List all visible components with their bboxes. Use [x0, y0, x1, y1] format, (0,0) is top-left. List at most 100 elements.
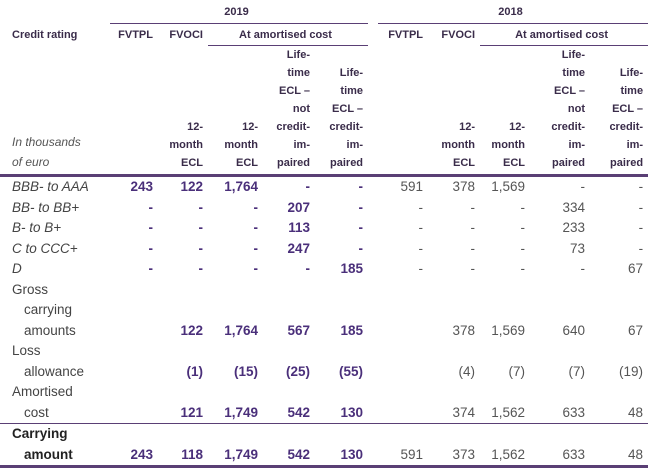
row-label: C to CCC+ — [0, 239, 110, 260]
value-cell-2018: - — [470, 220, 476, 235]
value-cell-2019: 247 — [287, 240, 310, 256]
row-label-line: Loss — [12, 343, 41, 358]
value-cell-2018: 67 — [628, 261, 644, 276]
value-cell-2018: (7) — [568, 363, 586, 379]
value-cell-2019: - — [305, 261, 311, 276]
value-cell-2019: 1,764 — [224, 322, 258, 338]
value-cell-2018 — [378, 382, 428, 424]
value-cell-2018: 591 — [378, 423, 429, 468]
value-cell-2018: (19) — [619, 363, 644, 379]
value-cell-2018: 1,569 — [491, 322, 526, 338]
value-cell-2018: - — [520, 199, 526, 215]
row-label-line: B- to B+ — [12, 220, 62, 235]
total-row: Carrying amount 243 118 1,749 542 130 591 373 1,5… — [0, 423, 649, 468]
value-cell-2018: - — [470, 199, 476, 215]
value-cell-2018: 233 — [562, 220, 586, 235]
value-cell-2018: - — [470, 261, 476, 276]
value-cell-2018: (7) — [508, 363, 526, 379]
value-cell-2018: - — [470, 240, 476, 256]
table-row: D - - - - 185 - - - - 67 — [0, 259, 648, 280]
value-cell-2019: 542 — [263, 423, 315, 468]
value-cell-2019: - — [148, 199, 154, 215]
value-cell-2018: - — [638, 240, 644, 256]
lifetime-not-header: Life-time ECL – not credit-im-paired — [263, 45, 315, 177]
row-label-line: BBB- to AAA — [12, 179, 89, 194]
value-cell-2018: 1,562 — [491, 404, 526, 420]
row-label: Loss allowance — [0, 341, 110, 382]
value-cell-2018: - — [520, 220, 526, 235]
value-cell-2019: 1,764 — [224, 179, 258, 194]
fvtpl-2019-header: FVTPL — [118, 28, 153, 41]
year-2019-header: 2019 — [110, 0, 369, 24]
value-cell-2018: 67 — [628, 322, 644, 338]
row-label: D — [0, 259, 110, 280]
row-label: Amortised cost — [0, 382, 110, 424]
value-cell-2019: - — [148, 261, 154, 276]
value-cell-2018: 633 — [562, 404, 586, 420]
value-cell-2018 — [378, 280, 428, 342]
value-cell-2019: 1,749 — [208, 423, 263, 468]
value-cell-2019: - — [253, 240, 259, 256]
row-label: B- to B+ — [0, 218, 110, 239]
amortised-2018-header: At amortised cost — [480, 23, 649, 46]
value-cell-2019 — [110, 341, 158, 382]
value-cell-2019: - — [198, 199, 204, 215]
value-cell-2019: 207 — [287, 199, 310, 215]
value-cell-2019: 567 — [287, 322, 310, 338]
twelve-month-header: 12- month ECL — [480, 45, 531, 177]
fvoci-12-month-ecl-header: 12- month ECL — [428, 45, 481, 177]
row-label: BBB- to AAA — [0, 176, 110, 198]
value-cell-2018: 378 — [452, 179, 476, 194]
value-cell-2019: - — [358, 240, 364, 256]
value-cell-2019: - — [253, 199, 259, 215]
table-row: Gross carrying amounts 122 1,764 567 185 378 1,5… — [0, 280, 648, 342]
row-label-line: carrying — [24, 302, 73, 317]
value-cell-2019: - — [305, 179, 311, 194]
value-cell-2019: 243 — [110, 423, 158, 468]
value-cell-2019: 113 — [288, 220, 310, 235]
value-cell-2018: - — [580, 179, 586, 194]
value-cell-2018: - — [520, 240, 526, 256]
twelve-month-header: 12- month ECL — [208, 45, 263, 177]
value-cell-2019: - — [198, 240, 204, 256]
value-cell-2019: - — [198, 261, 204, 276]
table-row: Amortised cost 121 1,749 542 130 374 1,562 633 48 — [0, 382, 648, 424]
value-cell-2019: 185 — [340, 322, 364, 338]
value-cell-2018: (4) — [458, 363, 476, 379]
value-cell-2018: 374 — [452, 404, 476, 420]
value-cell-2018: 378 — [452, 322, 476, 338]
value-cell-2019: - — [148, 220, 154, 235]
value-cell-2019: - — [253, 220, 259, 235]
row-label: Carrying amount — [0, 423, 110, 468]
row-label-line: amounts — [24, 322, 76, 338]
value-cell-2019: 121 — [180, 404, 203, 420]
row-label-line: Gross — [12, 281, 49, 297]
value-cell-2019: - — [198, 220, 204, 235]
value-cell-2018: - — [418, 220, 424, 235]
value-cell-2018: 334 — [562, 199, 586, 215]
value-cell-2019: (25) — [285, 363, 310, 379]
value-cell-2019: (15) — [233, 363, 258, 379]
table-row: BB- to BB+ - - - 207 - - - - 334 - — [0, 198, 648, 219]
unit-label: In thousands of euro — [0, 45, 110, 177]
lifetime-credit-header: Life-time ECL – credit-im-paired — [590, 45, 649, 177]
row-label-line: C to CCC+ — [12, 240, 78, 256]
value-cell-2018: 373 — [428, 423, 481, 468]
table-row: BBB- to AAA 243 122 1,764 - - 591 378 1,569 - - — [0, 176, 648, 198]
value-cell-2018: 591 — [400, 179, 424, 194]
value-cell-2019: 130 — [340, 404, 364, 420]
value-cell-2019: 118 — [158, 423, 208, 468]
fvoci-12-month-ecl-header: 12- month ECL — [158, 45, 208, 177]
value-cell-2018: 48 — [628, 404, 644, 420]
amortised-2019-header: At amortised cost — [208, 23, 369, 46]
row-label-line: Amortised — [12, 384, 73, 399]
value-cell-2019: (55) — [339, 363, 364, 379]
value-cell-2018: 633 — [530, 423, 591, 468]
value-cell-2018: - — [418, 199, 424, 215]
value-cell-2019 — [110, 382, 158, 424]
value-cell-2019: 542 — [287, 404, 310, 420]
table-row: Loss allowance (1) (15) (25) (55) (4) (7) (7) (19… — [0, 341, 648, 382]
value-cell-2018: - — [580, 261, 586, 276]
year-2018-header: 2018 — [378, 0, 649, 24]
fvoci-2019-header: FVOCI — [169, 28, 203, 41]
